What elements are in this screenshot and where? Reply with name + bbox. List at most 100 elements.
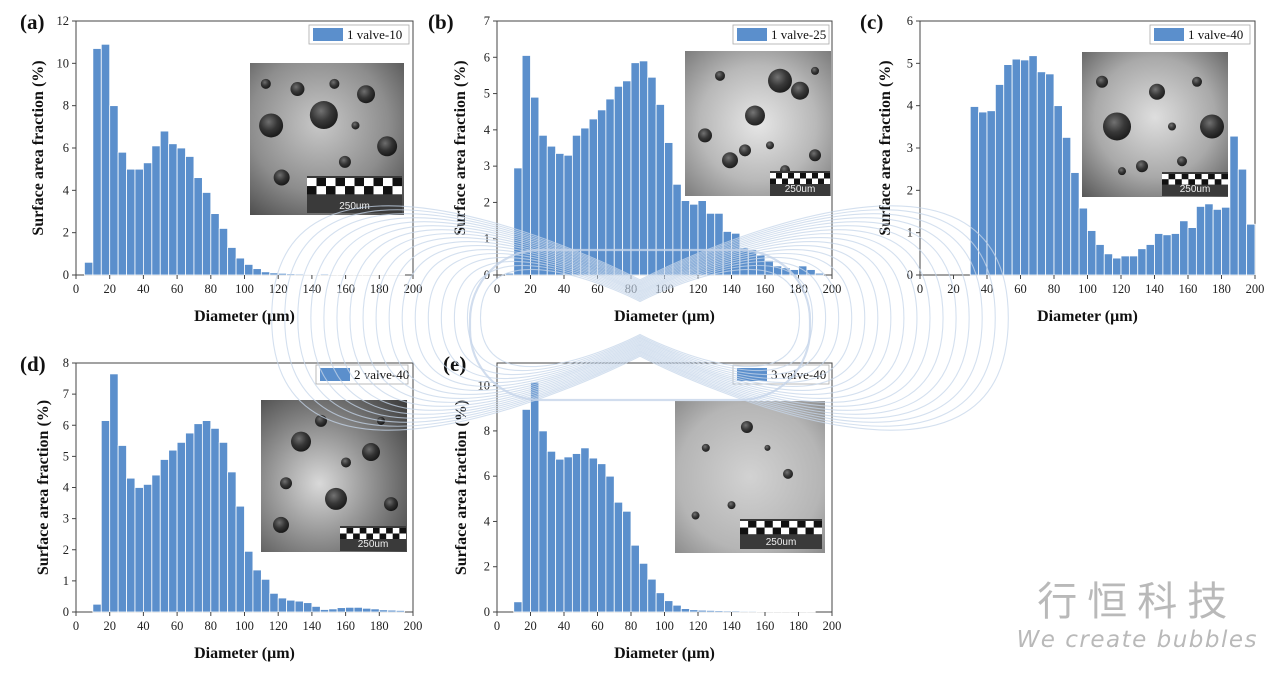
histogram-bar — [639, 563, 647, 612]
histogram-bar — [228, 247, 236, 275]
legend-swatch — [1154, 28, 1184, 41]
scale-bar-cell — [748, 521, 756, 528]
scale-bar-cell — [773, 521, 781, 528]
legend-label: 1 valve-40 — [1188, 27, 1243, 42]
scale-bar-cell — [326, 178, 336, 186]
histogram-bar — [1213, 209, 1221, 275]
x-tick-label: 180 — [789, 619, 808, 633]
histogram-bar — [261, 272, 269, 275]
histogram-bar — [287, 600, 295, 612]
histogram-bar — [1171, 234, 1179, 275]
histogram-bar — [564, 457, 572, 612]
histogram-bar — [110, 106, 118, 275]
scale-bar-cell — [393, 178, 403, 186]
bubble-shape — [698, 128, 712, 142]
histogram-bar — [648, 77, 656, 275]
histogram-bar — [1230, 136, 1238, 275]
scale-bar-cell — [340, 534, 347, 540]
scale-bar-cell — [1202, 174, 1209, 179]
scale-bar-cell — [374, 178, 384, 186]
scale-bar-cell — [373, 528, 380, 534]
scale-bar-cell — [347, 534, 354, 540]
scale-bar-cell — [773, 528, 781, 535]
histogram-bar — [723, 611, 731, 612]
histogram-bar — [799, 266, 807, 275]
scale-bar-cell — [814, 528, 822, 535]
histogram-bar — [152, 146, 160, 275]
x-tick-label: 100 — [235, 282, 254, 296]
histogram-bar — [143, 484, 151, 612]
y-tick-label: 0 — [63, 605, 69, 619]
bubble-shape — [329, 79, 339, 89]
bubble-shape — [1103, 112, 1131, 140]
histogram-bar — [1238, 169, 1246, 275]
bubble-shape — [768, 69, 792, 93]
scale-bar-cell — [781, 521, 789, 528]
histogram-bar — [160, 459, 168, 612]
y-tick-label: 7 — [63, 387, 69, 401]
x-axis-title: Diameter (μm) — [1037, 308, 1138, 325]
histogram-bar — [623, 81, 631, 275]
scale-bar-cell — [1195, 174, 1202, 179]
legend: 1 valve-25 — [733, 25, 829, 44]
histogram-bar — [270, 593, 278, 612]
x-tick-label: 140 — [722, 619, 741, 633]
histogram-bar — [1004, 65, 1012, 275]
scale-bar-cell — [789, 528, 797, 535]
histogram-bar — [1054, 106, 1062, 275]
x-tick-label: 140 — [303, 282, 322, 296]
histogram-bar — [118, 445, 126, 612]
x-tick-label: 160 — [756, 619, 775, 633]
scale-bar-label: 250um — [358, 539, 389, 550]
y-axis-title: Surface area fraction (%) — [453, 400, 470, 575]
histogram-bar — [556, 459, 564, 612]
histogram-bar — [539, 431, 547, 612]
histogram-bar — [135, 169, 143, 275]
histogram-bar — [228, 472, 236, 612]
x-axis-title: Diameter (μm) — [614, 308, 715, 325]
x-tick-label: 200 — [823, 619, 842, 633]
histogram-bar — [757, 611, 765, 612]
histogram-bar — [278, 273, 286, 275]
bubble-shape — [261, 79, 271, 89]
histogram-bar — [329, 274, 337, 275]
legend-swatch — [737, 28, 767, 41]
x-tick-label: 20 — [103, 282, 116, 296]
histogram-bar — [807, 270, 815, 275]
panel-label: (c) — [860, 10, 883, 34]
x-tick-label: 140 — [1145, 282, 1164, 296]
scale-bar-cell — [399, 534, 406, 540]
bubble-shape — [274, 170, 290, 186]
histogram-bar — [320, 610, 328, 612]
panel-label: (a) — [20, 10, 45, 34]
histogram-bar — [110, 374, 118, 612]
scale-bar-cell — [336, 186, 346, 194]
histogram-bar — [639, 61, 647, 275]
histogram-bar — [1222, 207, 1230, 275]
x-tick-label: 160 — [336, 619, 355, 633]
y-tick-label: 4 — [63, 183, 70, 197]
histogram-bar — [1247, 224, 1255, 275]
bubble-shape — [339, 156, 351, 168]
x-tick-label: 120 — [1112, 282, 1131, 296]
x-tick-label: 60 — [171, 282, 184, 296]
x-tick-label: 20 — [524, 619, 537, 633]
scale-bar-cell — [800, 173, 806, 179]
bubble-shape — [325, 488, 347, 510]
bubble-shape — [809, 149, 821, 161]
histogram-bar — [715, 611, 723, 612]
legend: 2 valve-40 — [316, 365, 409, 384]
histogram-bar — [665, 143, 673, 275]
histogram-bar — [127, 169, 135, 275]
histogram-bar — [698, 610, 706, 612]
bubble-shape — [341, 457, 351, 467]
x-tick-label: 40 — [137, 282, 150, 296]
x-tick-label: 140 — [722, 282, 741, 296]
histogram-bar — [186, 433, 194, 612]
y-tick-label: 3 — [63, 512, 69, 526]
bubble-shape — [1136, 160, 1148, 172]
scale-bar-cell — [393, 186, 403, 194]
x-tick-label: 80 — [625, 619, 638, 633]
histogram-bar — [614, 86, 622, 275]
histogram-bar — [312, 606, 320, 612]
